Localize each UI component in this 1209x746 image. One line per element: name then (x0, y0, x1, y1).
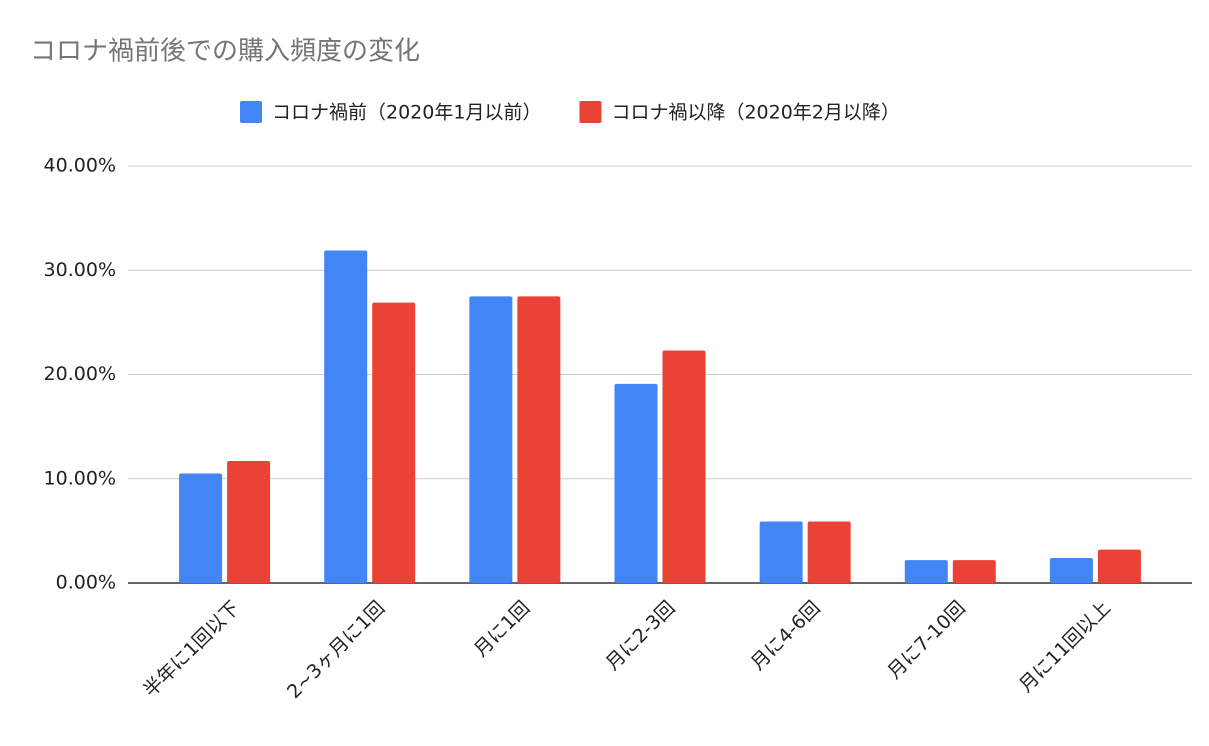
bar (179, 473, 223, 583)
y-tick-label: 40.00% (44, 155, 116, 177)
legend-label: コロナ禍前（2020年1月以前） (272, 102, 541, 124)
bar (904, 560, 948, 583)
y-tick-label: 10.00% (44, 467, 116, 489)
bar (662, 350, 706, 583)
y-tick-label: 20.00% (44, 363, 116, 385)
y-tick-label: 30.00% (44, 259, 116, 281)
bar (952, 560, 996, 583)
bar (1049, 557, 1093, 583)
bar (227, 461, 271, 583)
bar (372, 302, 416, 583)
legend-swatch (240, 101, 262, 123)
legend-label: コロナ禍以降（2020年2月以降） (611, 102, 899, 124)
bar (614, 383, 658, 583)
chart-title: コロナ禍前後での購入頻度の変化 (30, 37, 420, 67)
y-tick-label: 0.00% (56, 572, 116, 594)
bar (517, 296, 561, 583)
legend-swatch (579, 101, 602, 123)
bar (469, 296, 513, 583)
bar (759, 521, 803, 583)
bar (1097, 549, 1141, 583)
bar (324, 250, 368, 583)
bar (807, 521, 851, 583)
